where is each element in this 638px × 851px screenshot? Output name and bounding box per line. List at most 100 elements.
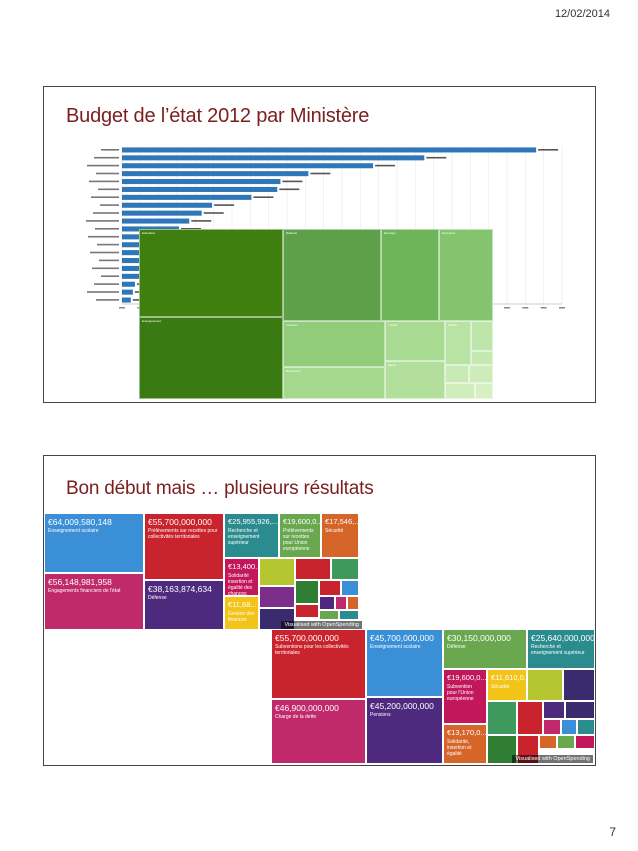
treemap-cell [347,596,359,610]
treemap-cell [331,558,359,580]
chart-bar [122,258,147,264]
chart-category-label [94,156,119,159]
treemap-cell [577,719,595,735]
chart-bar [122,289,133,295]
treemap-cell: €25,955,926,... Recherche et enseignement… [224,513,279,558]
chart-bar [122,179,281,185]
chart-category-label [91,196,119,199]
treemap-cell [259,586,295,608]
chart-category-label [100,204,119,206]
chart-bar [122,265,145,271]
chart-bar [122,202,213,208]
chart-category-label [94,283,119,285]
treemap-cell: Santé [385,361,445,399]
treemap-cell [445,365,469,383]
treemap-cell [561,719,577,735]
chart-data-label [310,172,331,175]
chart-data-label [253,196,274,199]
treemap-cell: Défense [283,229,381,321]
treemap-cell: €45,200,000,000 Pensions [366,697,443,764]
chart-category-label [101,149,119,151]
treemap-cell: €30,150,000,000 Défense [443,629,527,669]
chart-category-label [96,299,119,301]
chart-bar [122,147,537,153]
treemap-cell: €55,700,000,000 Subventions pour les coll… [271,629,366,699]
chart-category-label [87,291,119,293]
treemap-cell: €46,900,000,000 Charge de la dette [271,699,366,764]
chart-tick-label [119,307,125,309]
chart-data-label [426,156,447,159]
chart-category-label [89,180,119,183]
treemap-cell [527,669,563,701]
treemap-cell [517,701,543,735]
chart-category-label [86,220,119,222]
chart-tick-label [559,307,565,309]
slide-title: Budget de l’état 2012 par Ministère [66,105,370,127]
treemap-cell: €13,170,0... Solidarité, insertion et éga… [443,724,487,764]
treemap-cell [487,735,517,764]
chart-data-label [538,149,559,151]
chart-bar [122,297,131,303]
treemap-cell [539,735,557,749]
treemap-cell: Economie [439,229,493,321]
chart-bar [122,273,140,279]
chart-bar [122,226,179,232]
treemap-cell [575,735,595,749]
treemap-cell: Fonction [283,321,385,367]
treemap-cell [471,351,493,365]
treemap-cell [319,580,341,596]
treemap-cell [557,735,575,749]
chart-category-label [95,228,119,230]
chart-data-label [191,220,212,222]
treemap-cell: €25,640,000,000 Recherche et enseignement… [527,629,595,669]
openspending-credit[interactable]: Visualised with OpenSpending [512,755,593,763]
chart-category-label [87,164,119,167]
chart-bar [122,218,190,224]
treemap-cell: Justice [445,321,471,365]
treemap-cell [469,365,493,383]
treemap-cell [543,701,565,719]
chart-category-label [99,259,119,262]
spending-treemap-b: €55,700,000,000 Subventions pour les coll… [271,629,595,764]
chart-tick-label [522,307,529,309]
chart-bar [122,163,374,169]
slide-budget-par-ministere: Budget de l’état 2012 par Ministère Educ… [43,86,596,403]
treemap-cell: €19,600,0... Prélèvements sur recettes po… [279,513,321,558]
chart-category-label [88,235,119,238]
chart-bar [122,250,150,256]
treemap-cell [295,558,331,580]
treemap-cell: €45,700,000,000 Enseignement scolaire [366,629,443,697]
treemap-cell: Recherche [283,367,385,399]
chart-bar [122,242,156,248]
treemap-cell: €13,400... Solidarité insertion et égalit… [224,558,259,596]
slide-title: Bon début mais … plusieurs résultats [66,478,374,499]
ministry-treemap: Education Enseignement Défense Ecologie … [139,229,493,399]
header-date: 12/02/2014 [554,8,610,20]
chart-data-label [279,188,300,191]
page-number: 7 [609,825,616,839]
treemap-cell [259,558,295,586]
chart-tick-label [504,307,510,309]
chart-bar [122,210,202,216]
treemap-cell: €11,68... Gestion des finances [224,596,259,630]
treemap-cell: €11,610,0... Sécurité [487,669,527,701]
chart-category-label [97,243,119,246]
treemap-cell [295,580,319,604]
chart-data-label [180,228,201,230]
chart-bar [122,155,425,161]
spending-treemap-a: €64,009,580,148 Enseignement scolaire €56… [44,513,364,630]
chart-category-label [96,172,119,175]
slide-plusieurs-resultats: Bon début mais … plusieurs résultats €64… [43,455,596,766]
treemap-cell [295,604,319,618]
treemap-cell: €19,600,0... Subvention pour l'Union euro… [443,669,487,724]
chart-data-label [282,180,303,183]
treemap-cell [335,596,347,610]
chart-data-label [375,164,396,167]
treemap-cell [487,701,517,735]
treemap-cell: €55,700,000,000 Prélèvements sur recettes… [144,513,224,580]
openspending-credit[interactable]: Visualised with OpenSpending [281,621,362,629]
chart-data-label [214,204,235,206]
chart-bar [122,171,309,177]
treemap-cell: €38,163,874,634 Défense [144,580,224,630]
treemap-cell: €64,009,580,148 Enseignement scolaire [44,513,144,573]
